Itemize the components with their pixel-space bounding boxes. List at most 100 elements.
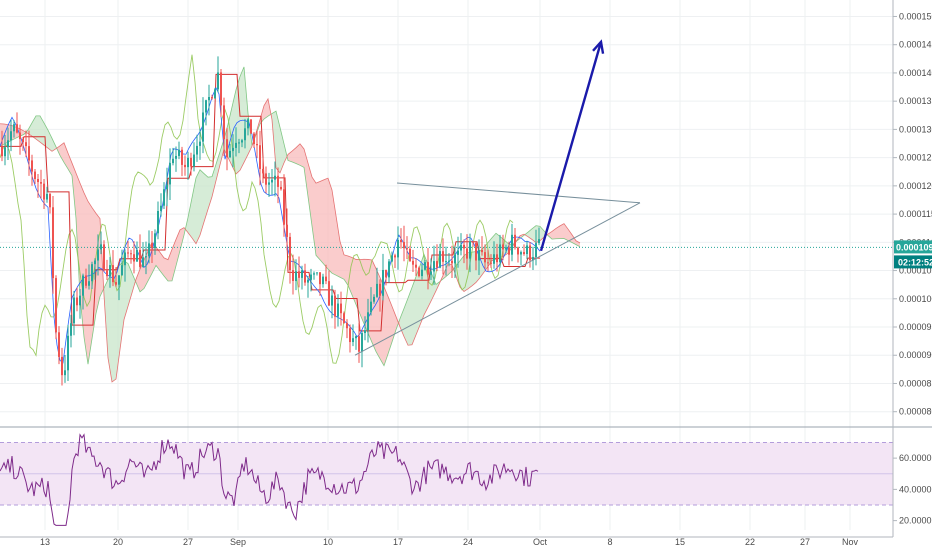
candle-up[interactable] [310, 274, 312, 280]
candle-up[interactable] [331, 295, 333, 306]
candle-up[interactable] [511, 234, 513, 255]
candle-down[interactable] [52, 207, 54, 279]
candle-down[interactable] [1, 146, 3, 157]
candle-up[interactable] [157, 210, 159, 234]
candle-up[interactable] [493, 254, 495, 264]
candle-up[interactable] [214, 89, 216, 99]
candle-down[interactable] [385, 270, 387, 278]
candle-down[interactable] [283, 189, 285, 225]
candle-down[interactable] [40, 182, 42, 184]
candle-down[interactable] [325, 276, 327, 282]
candle-down[interactable] [508, 247, 510, 255]
candle-down[interactable] [61, 356, 63, 376]
candle-up[interactable] [148, 243, 150, 257]
candle-up[interactable] [499, 244, 501, 263]
candle-down[interactable] [340, 303, 342, 314]
candle-down[interactable] [250, 119, 252, 134]
candle-down[interactable] [319, 272, 321, 285]
candle-down[interactable] [22, 139, 24, 143]
candle-up[interactable] [448, 260, 450, 262]
candle-up[interactable] [469, 241, 471, 259]
candle-up[interactable] [268, 182, 270, 185]
candle-down[interactable] [466, 248, 468, 259]
candle-up[interactable] [352, 338, 354, 343]
candle-down[interactable] [517, 247, 519, 255]
candle-down[interactable] [262, 168, 264, 174]
candle-down[interactable] [304, 270, 306, 283]
candle-up[interactable] [163, 189, 165, 206]
candle-up[interactable] [295, 271, 297, 281]
candle-up[interactable] [478, 249, 480, 261]
candle-down[interactable] [31, 160, 33, 172]
candle-down[interactable] [112, 265, 114, 283]
candle-up[interactable] [118, 275, 120, 285]
candle-up[interactable] [13, 124, 15, 132]
price-candles[interactable] [1, 56, 540, 386]
candle-down[interactable] [127, 252, 129, 254]
candle-up[interactable] [10, 131, 12, 141]
candle-down[interactable] [49, 193, 51, 208]
candle-up[interactable] [313, 273, 315, 275]
candle-up[interactable] [202, 112, 204, 142]
candle-up[interactable] [373, 296, 375, 302]
candle-up[interactable] [454, 254, 456, 264]
candle-up[interactable] [460, 244, 462, 251]
candle-down[interactable] [43, 183, 45, 200]
candle-up[interactable] [439, 251, 441, 268]
candle-up[interactable] [229, 150, 231, 158]
candle-down[interactable] [25, 142, 27, 147]
candle-down[interactable] [409, 248, 411, 261]
candle-down[interactable] [394, 255, 396, 258]
candle-down[interactable] [472, 241, 474, 243]
candle-up[interactable] [232, 147, 234, 151]
candle-down[interactable] [514, 234, 516, 248]
candle-down[interactable] [19, 132, 21, 140]
candle-down[interactable] [487, 262, 489, 264]
candle-down[interactable] [37, 179, 39, 183]
candle-down[interactable] [442, 251, 444, 262]
candle-down[interactable] [406, 248, 408, 250]
candle-down[interactable] [259, 145, 261, 169]
candle-up[interactable] [271, 179, 273, 183]
candle-down[interactable] [55, 278, 57, 333]
candle-down[interactable] [346, 322, 348, 329]
candle-down[interactable] [490, 262, 492, 264]
candle-down[interactable] [130, 253, 132, 255]
candle-up[interactable] [238, 142, 240, 144]
candle-up[interactable] [175, 155, 177, 159]
candle-up[interactable] [196, 145, 198, 155]
candle-down[interactable] [115, 282, 117, 285]
candle-down[interactable] [379, 283, 381, 296]
candle-up[interactable] [274, 175, 276, 180]
candle-down[interactable] [133, 254, 135, 262]
candle-up[interactable] [100, 244, 102, 250]
candle-down[interactable] [223, 105, 225, 140]
candle-up[interactable] [535, 243, 537, 258]
candle-down[interactable] [289, 236, 291, 271]
candle-down[interactable] [427, 262, 429, 275]
triangle-upper-line[interactable] [396, 182, 641, 204]
candle-up[interactable] [526, 245, 528, 255]
candle-down[interactable] [106, 270, 108, 277]
candle-up[interactable] [166, 184, 168, 190]
candle-up[interactable] [172, 158, 174, 164]
candle-down[interactable] [253, 133, 255, 145]
candle-up[interactable] [241, 140, 243, 143]
candle-down[interactable] [328, 281, 330, 306]
candle-up[interactable] [169, 163, 171, 185]
candle-up[interactable] [538, 239, 540, 244]
candle-up[interactable] [388, 261, 390, 278]
candle-up[interactable] [91, 264, 93, 282]
breakout-arrow-head[interactable] [592, 39, 605, 54]
candle-up[interactable] [301, 270, 303, 278]
candle-down[interactable] [343, 313, 345, 323]
candle-up[interactable] [337, 303, 339, 317]
candle-up[interactable] [88, 281, 90, 286]
candle-up[interactable] [532, 257, 534, 261]
candle-down[interactable] [220, 72, 222, 106]
candle-up[interactable] [73, 297, 75, 324]
candle-up[interactable] [109, 265, 111, 277]
candle-up[interactable] [235, 142, 237, 148]
candle-up[interactable] [322, 276, 324, 285]
candle-up[interactable] [244, 128, 246, 141]
